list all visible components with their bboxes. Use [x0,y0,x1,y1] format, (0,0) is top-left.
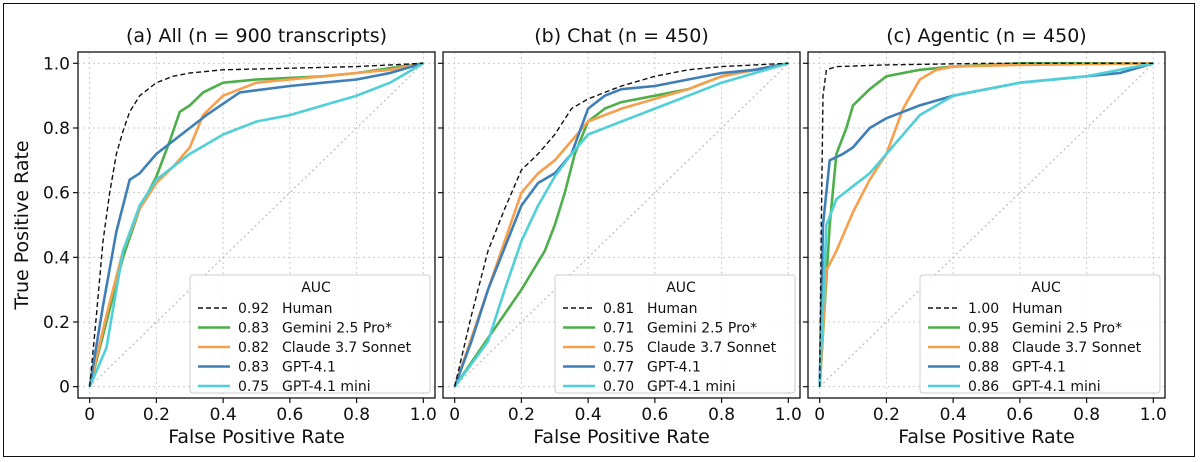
panel-title: (b) Chat (n = 450) [534,25,709,47]
panel-2: 0 0.2 0.4 0.6 0.8 1.0 (b) Chat (n = 450) False … [438,25,802,448]
x-tick-label: 0.8 [1073,405,1100,425]
legend-auc: 0.70 [603,379,634,395]
legend-box [554,274,796,394]
x-tick-label: 0.6 [276,405,303,425]
legend: AUC 0.81 Human 0.71 Gemini 2.5 Pro* 0.75 Claud… [554,274,796,395]
y-tick-label: 0.6 [43,184,70,204]
legend-label: Human [647,301,698,317]
legend-auc: 0.83 [238,321,269,337]
legend-label: Claude 3.7 Sonnet [647,340,777,356]
legend-auc: 0.88 [968,360,999,376]
roc-line-gpt-4-1-mini [453,62,789,388]
panel-title: (a) All (n = 900 transcripts) [126,25,387,47]
y-tick-label: 0 [59,378,70,398]
roc-line-gpt-4-1-mini [818,62,1154,387]
roc-line-gpt-4-1 [453,62,789,388]
panel-title: (c) Agentic (n = 450) [886,25,1086,47]
legend-label: Human [282,301,333,317]
x-tick-label: 0 [814,405,825,425]
plot-frame [442,51,801,399]
x-tick-label: 0.8 [708,405,735,425]
legend-label: GPT-4.1 [647,360,701,376]
legend-auc: 0.92 [238,301,269,317]
legend-label: GPT-4.1 mini [282,379,371,395]
y-tick-label: 0.4 [43,248,70,268]
panel-3: 0 0.2 0.4 0.6 0.8 1.0 (c) Agentic (n = 450) Fal… [803,25,1167,448]
x-axis-label: False Positive Rate [533,426,710,448]
panel-1: 0 0.2 0.4 0.6 0.8 1.0 0 0.2 0.4 0.6 0.8 1.0 (a) All … [43,25,437,448]
legend-label: Gemini 2.5 Pro* [1012,321,1122,337]
x-tick-label: 1.0 [775,405,802,425]
legend-auc: 0.95 [968,321,999,337]
legend-label: Gemini 2.5 Pro* [282,321,392,337]
x-tick-label: 0.2 [508,405,535,425]
plot-frame [77,51,436,399]
legend-title: AUC [666,280,696,296]
x-tick-label: 0.4 [575,405,602,425]
legend-auc: 0.77 [603,360,634,376]
legend-auc: 0.71 [603,321,634,337]
x-tick-label: 1.0 [410,405,437,425]
legend-auc: 0.82 [238,340,269,356]
legend-label: Claude 3.7 Sonnet [282,340,412,356]
x-tick-label: 0.4 [210,405,237,425]
x-axis-label: False Positive Rate [898,426,1075,448]
roc-line-gpt-4-1 [88,62,424,387]
legend-box [189,274,431,394]
legend-label: Claude 3.7 Sonnet [1012,340,1142,356]
y-tick-label: 0.2 [43,313,70,333]
legend-label: GPT-4.1 [1012,360,1066,376]
legend-label: Human [1012,301,1063,317]
roc-line-claude-3-7-sonnet [818,62,1154,387]
legend-auc: 0.88 [968,340,999,356]
x-tick-label: 1.0 [1140,405,1167,425]
x-tick-label: 0.2 [873,405,900,425]
x-tick-label: 0.6 [1006,405,1033,425]
legend-label: GPT-4.1 mini [1012,379,1101,395]
legend-auc: 0.81 [603,301,634,317]
legend: AUC 0.92 Human 0.83 Gemini 2.5 Pro* 0.82 Claud… [189,274,431,395]
legend-box [919,274,1161,394]
legend-auc: 0.86 [968,379,999,395]
legend-label: Gemini 2.5 Pro* [647,321,757,337]
legend-title: AUC [1031,280,1061,296]
legend-auc: 1.00 [968,301,999,317]
legend-label: GPT-4.1 [282,360,336,376]
y-axis-label: True Positive Rate [11,140,33,310]
roc-line-human [819,62,1154,387]
x-tick-label: 0.2 [143,405,170,425]
legend-title: AUC [301,280,331,296]
legend-auc: 0.75 [603,340,634,356]
roc-line-human [454,62,789,387]
roc-line-human [89,62,424,387]
legend-auc: 0.75 [238,379,269,395]
y-tick-label: 1.0 [43,54,70,74]
x-tick-label: 0 [84,405,95,425]
roc-line-gpt-4-1-mini [88,62,424,388]
plot-frame [807,51,1166,399]
legend-label: GPT-4.1 mini [647,379,736,395]
x-tick-label: 0.6 [641,405,668,425]
figure: True Positive Rate 0 0.2 0.4 0.6 0.8 1.0 0 0.2 0.… [3,3,1195,457]
x-tick-label: 0.4 [940,405,967,425]
legend: AUC 1.00 Human 0.95 Gemini 2.5 Pro* 0.88 Claud… [919,274,1161,395]
legend-auc: 0.83 [238,360,269,376]
x-axis-label: False Positive Rate [168,426,345,448]
y-tick-label: 0.8 [43,119,70,139]
x-tick-label: 0.8 [343,405,370,425]
x-tick-label: 0 [449,405,460,425]
